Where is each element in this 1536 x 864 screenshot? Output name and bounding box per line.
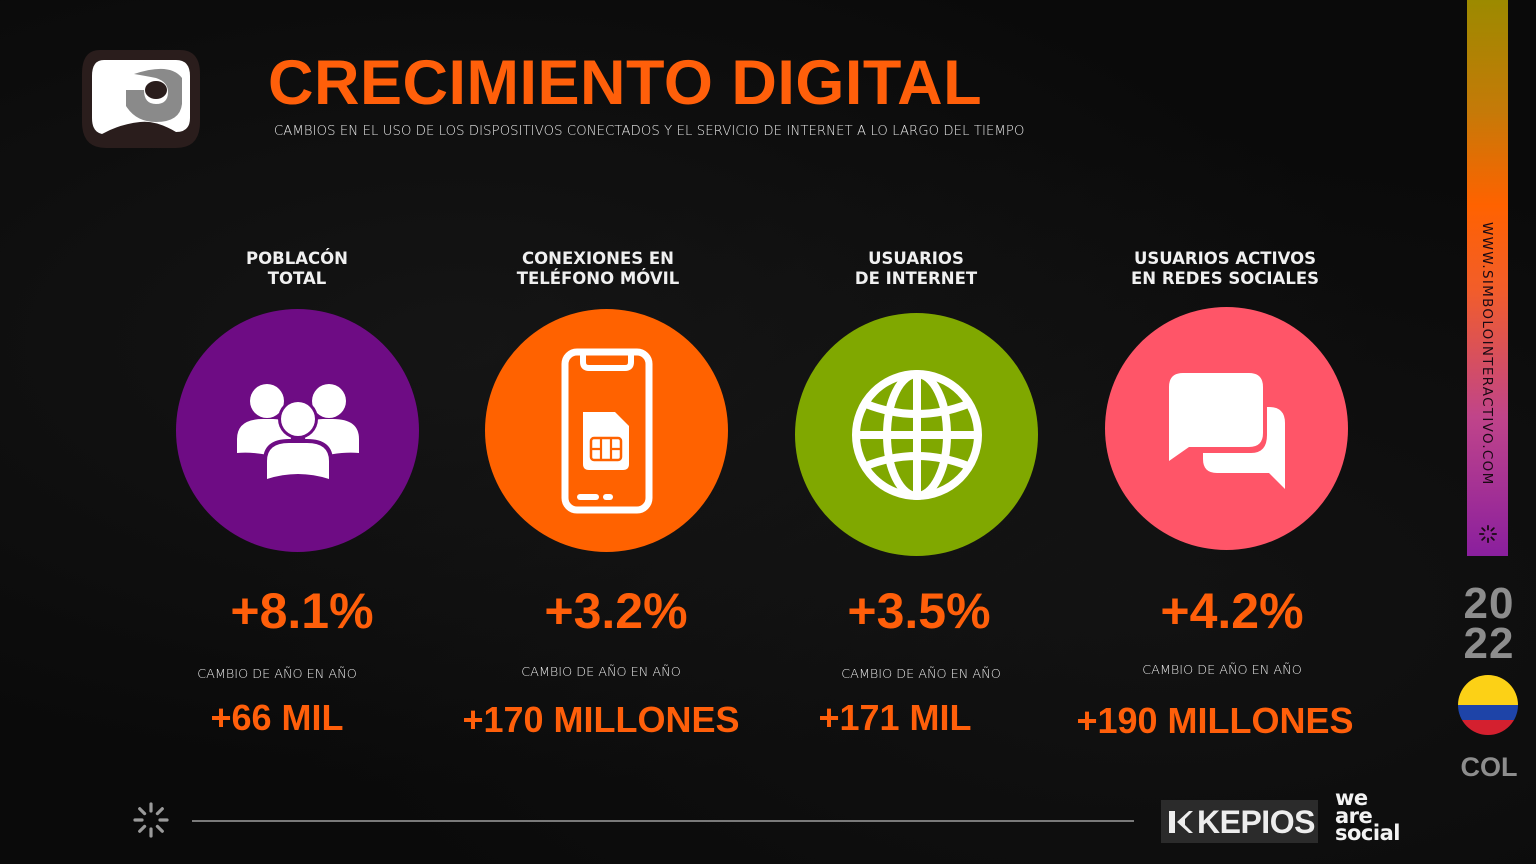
we-are-social-logo: we are social <box>1335 786 1400 845</box>
smartphone-sim-icon <box>561 348 652 513</box>
burst-icon <box>1479 525 1497 543</box>
people-group-icon <box>236 383 359 481</box>
chat-bubbles-icon <box>1166 368 1285 489</box>
stat-absolute-change: +170 MILLONES <box>462 699 740 740</box>
stat-heading: CONEXIONES EN TELÉFONO MÓVIL <box>516 249 680 288</box>
website-url: WWW.SIMBOLOINTERACTIVO.COM <box>1479 222 1495 486</box>
footer-divider <box>192 820 1134 822</box>
stat-caption: CAMBIO DE AÑO EN AÑO <box>841 667 1001 682</box>
page-subtitle: CAMBIOS EN EL USO DE LOS DISPOSITIVOS CO… <box>274 124 1025 139</box>
stat-caption: CAMBIO DE AÑO EN AÑO <box>197 667 357 682</box>
stat-absolute-change: +171 MIL <box>818 697 972 738</box>
stat-caption: CAMBIO DE AÑO EN AÑO <box>1142 663 1302 678</box>
stat-percent-change: +3.5% <box>847 583 991 639</box>
stat-absolute-change: +190 MILLONES <box>1076 700 1354 741</box>
report-year: 20 22 <box>1463 579 1515 668</box>
eye-logo-icon <box>82 50 200 148</box>
colombia-flag-icon <box>1458 675 1518 735</box>
burst-icon <box>133 802 169 838</box>
globe-icon <box>851 369 982 500</box>
stat-circle <box>485 309 728 552</box>
country-code: COL <box>1460 752 1518 782</box>
stat-percent-change: +3.2% <box>544 583 688 639</box>
stat-circle <box>1105 307 1348 550</box>
stat-circle <box>795 313 1038 556</box>
stat-absolute-change: +66 MIL <box>210 697 344 738</box>
stat-percent-change: +8.1% <box>230 583 374 639</box>
stat-percent-change: +4.2% <box>1160 583 1304 639</box>
stat-heading: POBLACÓN TOTAL <box>246 249 348 288</box>
kepios-chevron-icon <box>1169 810 1193 833</box>
kepios-logo: KEPIOS <box>1161 800 1318 843</box>
stat-circle <box>176 309 419 552</box>
brand-gradient-bar <box>1467 0 1508 556</box>
stat-heading: USUARIOS DE INTERNET <box>854 249 978 288</box>
stat-heading: USUARIOS ACTIVOS EN REDES SOCIALES <box>1131 249 1319 288</box>
page-title: CRECIMIENTO DIGITAL <box>268 48 983 118</box>
stat-caption: CAMBIO DE AÑO EN AÑO <box>521 665 681 680</box>
